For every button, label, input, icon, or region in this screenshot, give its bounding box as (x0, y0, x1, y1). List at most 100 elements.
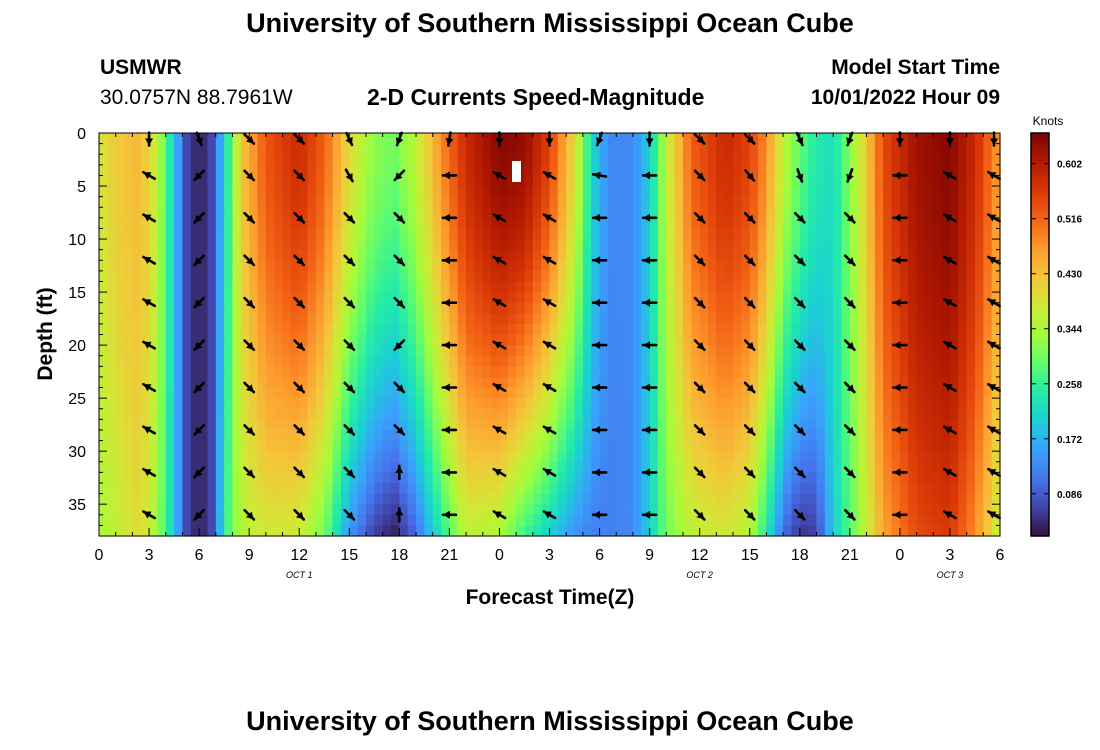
heatmap-cell (574, 164, 584, 177)
heatmap-cell (557, 270, 567, 283)
heatmap-cell (682, 302, 692, 314)
heatmap-cell (215, 323, 225, 336)
heatmap-cell (783, 419, 793, 431)
heatmap-cell (407, 472, 417, 484)
heatmap-cell (249, 493, 259, 505)
heatmap-cell (416, 482, 425, 495)
heatmap-cell (874, 270, 884, 283)
heatmap-cell (207, 292, 217, 304)
heatmap-cell (816, 154, 826, 166)
heatmap-cell (99, 408, 108, 420)
heatmap-cell (466, 196, 476, 208)
heatmap-cell (624, 419, 634, 431)
heatmap-cell (207, 461, 217, 473)
heatmap-cell (908, 472, 918, 484)
heatmap-cell (724, 302, 734, 314)
heatmap-cell (407, 239, 417, 251)
heatmap-cell (449, 154, 459, 166)
heatmap-cell (582, 514, 592, 526)
heatmap-cell (858, 376, 868, 389)
heatmap-cell (774, 440, 784, 452)
heatmap-cell (566, 281, 576, 293)
heatmap-cell (199, 451, 209, 463)
heatmap-cell (941, 440, 951, 452)
heatmap-cell (674, 419, 684, 431)
heatmap-cell (324, 249, 334, 261)
heatmap-cell (574, 313, 584, 325)
heatmap-cell (974, 228, 984, 240)
heatmap-cell (249, 154, 259, 166)
colorbar-scale (1030, 132, 1050, 537)
heatmap-cell (416, 345, 425, 357)
heatmap-cell (424, 387, 434, 399)
heatmap-cell (758, 186, 767, 198)
heatmap-cell (157, 493, 167, 505)
current-arrow (142, 255, 156, 265)
heatmap-cell (315, 461, 325, 473)
heatmap-cell (541, 482, 551, 495)
heatmap-cell (541, 451, 551, 463)
heatmap-cell (499, 154, 509, 166)
heatmap-cell (708, 461, 717, 473)
current-arrow (743, 339, 756, 352)
heatmap-cell (599, 419, 609, 431)
heatmap-cell (574, 366, 584, 378)
heatmap-cell (674, 249, 684, 261)
heatmap-cell (340, 154, 350, 166)
heatmap-cell (232, 313, 242, 325)
heatmap-cell (357, 419, 367, 431)
heatmap-cell (507, 461, 517, 473)
heatmap-cell (549, 461, 559, 473)
heatmap-cell (232, 525, 242, 537)
heatmap-cell (924, 249, 934, 261)
heatmap-cell (499, 461, 509, 473)
x-tick-label: 12 (290, 547, 308, 564)
heatmap-cell (983, 504, 993, 516)
heatmap-cell (766, 207, 776, 219)
heatmap-cell (399, 249, 409, 261)
heatmap-cell (449, 514, 459, 526)
heatmap-cell (132, 387, 142, 399)
heatmap-cell (557, 525, 567, 537)
heatmap-cell (365, 143, 375, 155)
heatmap-cell (624, 207, 634, 219)
heatmap-cell (140, 514, 150, 526)
heatmap-cell (441, 398, 450, 410)
heatmap-cell (624, 376, 634, 389)
heatmap-cell (207, 323, 217, 336)
heatmap-cell (574, 355, 584, 367)
heatmap-cell (991, 164, 1001, 177)
heatmap-cell (941, 451, 951, 463)
heatmap-cell (833, 154, 843, 166)
heatmap-cell (582, 419, 592, 431)
heatmap-cell (140, 355, 150, 367)
heatmap-cell (374, 207, 384, 219)
heatmap-cell (624, 525, 634, 537)
heatmap-cell (315, 270, 325, 283)
heatmap-cell (758, 408, 767, 420)
heatmap-cell (474, 217, 484, 230)
heatmap-cell (749, 451, 759, 463)
heatmap-cell (324, 334, 334, 346)
heatmap-cell (157, 451, 167, 463)
heatmap-cell (224, 345, 234, 357)
heatmap-cell (499, 429, 509, 442)
heatmap-cell (724, 376, 734, 389)
heatmap-cell (724, 164, 734, 177)
heatmap-cell (774, 133, 784, 145)
heatmap-cell (182, 504, 192, 516)
heatmap-cell (349, 207, 359, 219)
heatmap-cell (666, 217, 676, 230)
heatmap-cell (908, 239, 918, 251)
heatmap-cell (657, 525, 667, 537)
heatmap-cell (666, 429, 676, 442)
heatmap-cell (916, 366, 926, 378)
heatmap-cell (224, 355, 234, 367)
heatmap-cell (457, 376, 467, 389)
heatmap-cell (949, 525, 959, 537)
heatmap-cell (474, 154, 484, 166)
heatmap-cell (666, 376, 676, 389)
heatmap-cell (816, 217, 826, 230)
current-arrow (393, 296, 406, 309)
heatmap-cell (682, 143, 692, 155)
